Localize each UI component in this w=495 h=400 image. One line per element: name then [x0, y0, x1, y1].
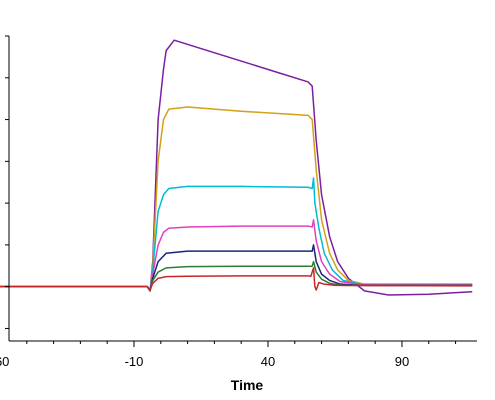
series-line-2	[0, 106, 473, 292]
series-line-3	[0, 177, 473, 292]
series-line-7	[0, 267, 473, 291]
axes: -60 -10 40 90	[0, 35, 477, 369]
x-tick-label: 90	[395, 354, 409, 369]
series-line-4	[0, 219, 473, 292]
plot-area	[0, 39, 473, 296]
x-axis-title: Time	[231, 377, 264, 393]
series-line-1	[0, 39, 473, 296]
x-tick-label: -10	[125, 354, 144, 369]
x-tick-label: -60	[0, 354, 9, 369]
x-tick-label: 40	[261, 354, 275, 369]
